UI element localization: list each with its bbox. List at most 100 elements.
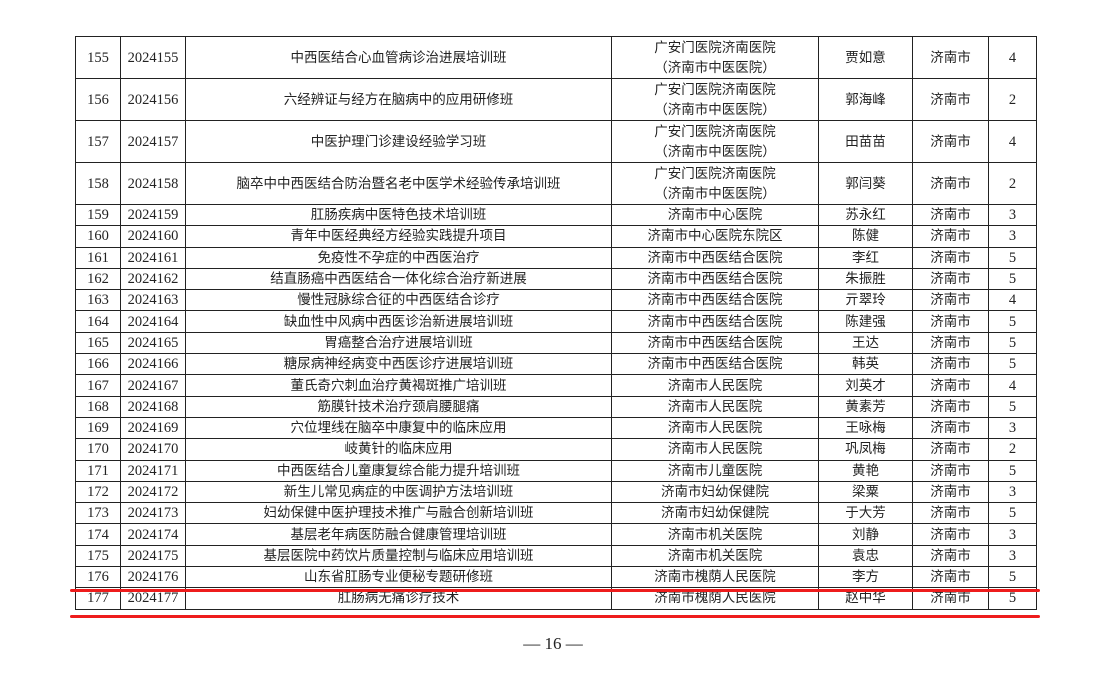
course-code-cell: 2024159 xyxy=(120,203,186,227)
course-name-cell: 董氏奇穴刺血治疗黄褐斑推广培训班 xyxy=(185,374,612,397)
city-cell: 济南市 xyxy=(912,353,989,376)
credits-cell: 5 xyxy=(988,331,1037,355)
leader-cell: 黄素芳 xyxy=(818,395,913,418)
city-cell: 济南市 xyxy=(912,310,989,333)
host-unit-line: 济南市人民医院 xyxy=(667,441,763,458)
city-cell: 济南市 xyxy=(912,395,989,418)
course-name-cell: 糖尿病神经病变中西医诊疗进展培训班 xyxy=(185,353,612,376)
table-row: 158 2024158 脑卒中中西医结合防治暨名老中医学术经验传承培训班 广安门医院济… xyxy=(75,162,1037,205)
course-code-cell: 2024173 xyxy=(120,502,186,525)
host-unit-line: 济南市中西医结合医院 xyxy=(647,292,783,309)
table-row: 157 2024157 中医护理门诊建设经验学习班 广安门医院济南医院 （济南市中医医院… xyxy=(75,120,1037,163)
credits-cell: 5 xyxy=(988,353,1037,376)
table-row: 176 2024176 山东省肛肠专业便秘专题研修班 济南市槐荫人民医院 李方 济南市 5 xyxy=(75,566,1037,589)
credits-cell: 3 xyxy=(988,544,1037,568)
leader-cell: 王达 xyxy=(818,331,913,355)
course-table: 155 2024155 中西医结合心血管病诊治进展培训班 广安门医院济南医院 （济南市中… xyxy=(75,36,1037,610)
leader-cell: 李方 xyxy=(818,566,913,589)
course-code-cell: 2024176 xyxy=(120,566,186,589)
host-unit-cell: 济南市中西医结合医院 xyxy=(611,246,819,269)
course-name-cell: 胃癌整合治疗进展培训班 xyxy=(185,331,612,355)
city-cell: 济南市 xyxy=(912,120,989,163)
course-name-cell: 肛肠疾病中医特色技术培训班 xyxy=(185,203,612,227)
credits-cell: 4 xyxy=(988,289,1037,312)
page-number: — 16 — xyxy=(523,634,583,653)
row-number-cell: 156 xyxy=(75,78,121,121)
course-name-cell: 中西医结合心血管病诊治进展培训班 xyxy=(185,36,612,79)
leader-cell: 郭海峰 xyxy=(818,78,913,121)
table-row: 171 2024171 中西医结合儿童康复综合能力提升培训班 济南市儿童医院 黄艳 济南市… xyxy=(75,459,1037,482)
table-row: 169 2024169 穴位埋线在脑卒中康复中的临床应用 济南市人民医院 王咏梅 济南市 3 xyxy=(75,416,1037,440)
host-unit-cell: 济南市中西医结合医院 xyxy=(611,267,819,291)
host-unit-cell: 济南市槐荫人民医院 xyxy=(611,566,819,589)
city-cell: 济南市 xyxy=(912,374,989,397)
city-cell: 济南市 xyxy=(912,225,989,248)
host-unit-cell: 济南市中心医院 xyxy=(611,203,819,227)
credits-cell: 5 xyxy=(988,459,1037,482)
host-unit-cell: 济南市中心医院东院区 xyxy=(611,225,819,248)
course-code-cell: 2024162 xyxy=(120,267,186,291)
host-unit-line: 济南市儿童医院 xyxy=(667,462,763,479)
city-cell: 济南市 xyxy=(912,438,989,461)
leader-cell: 梁粟 xyxy=(818,480,913,504)
leader-cell: 黄艳 xyxy=(818,459,913,482)
leader-cell: 苏永红 xyxy=(818,203,913,227)
row-number-cell: 168 xyxy=(75,395,121,418)
leader-cell: 王咏梅 xyxy=(818,416,913,440)
city-cell: 济南市 xyxy=(912,203,989,227)
leader-cell: 贾如意 xyxy=(818,36,913,79)
credits-cell: 3 xyxy=(988,480,1037,504)
leader-cell: 亓翠玲 xyxy=(818,289,913,312)
course-name-cell: 结直肠癌中西医结合一体化综合治疗新进展 xyxy=(185,267,612,291)
host-unit-line: 广安门医院济南医院 xyxy=(654,81,776,98)
course-code-cell: 2024174 xyxy=(120,523,186,546)
host-unit-line: 济南市中西医结合医院 xyxy=(647,271,783,288)
city-cell: 济南市 xyxy=(912,523,989,546)
host-unit-line: 济南市槐荫人民医院 xyxy=(654,590,776,607)
host-unit-line: 济南市妇幼保健院 xyxy=(661,484,769,500)
leader-cell: 陈建强 xyxy=(818,310,913,333)
course-code-cell: 2024167 xyxy=(120,374,186,397)
table-row: 159 2024159 肛肠疾病中医特色技术培训班 济南市中心医院 苏永红 济南市 3 xyxy=(75,203,1037,227)
host-unit-line: 济南市机关医院 xyxy=(667,526,763,543)
row-number-cell: 170 xyxy=(75,438,121,461)
host-unit-line: 济南市中心医院 xyxy=(667,207,763,224)
host-unit-cell: 广安门医院济南医院 （济南市中医医院） xyxy=(611,78,819,121)
leader-cell: 袁忠 xyxy=(818,544,913,568)
host-unit-cell: 济南市妇幼保健院 xyxy=(611,480,819,504)
course-name-cell: 慢性冠脉综合征的中西医结合诊疗 xyxy=(185,289,612,312)
course-table-body: 155 2024155 中西医结合心血管病诊治进展培训班 广安门医院济南医院 （济南市中… xyxy=(75,36,1037,610)
row-number-cell: 165 xyxy=(75,331,121,355)
city-cell: 济南市 xyxy=(912,566,989,589)
course-name-cell: 基层医院中药饮片质量控制与临床应用培训班 xyxy=(185,544,612,568)
table-row: 175 2024175 基层医院中药饮片质量控制与临床应用培训班 济南市机关医院 袁忠济… xyxy=(75,544,1037,568)
city-cell: 济南市 xyxy=(912,502,989,525)
course-code-cell: 2024164 xyxy=(120,310,186,333)
course-code-cell: 2024157 xyxy=(120,120,186,163)
table-row: 167 2024167 董氏奇穴刺血治疗黄褐斑推广培训班 济南市人民医院 刘英才 济南市 4 xyxy=(75,374,1037,397)
row-number-cell: 173 xyxy=(75,502,121,525)
course-code-cell: 2024172 xyxy=(120,480,186,504)
credits-cell: 3 xyxy=(988,203,1037,227)
row-number-cell: 161 xyxy=(75,246,121,269)
course-name-cell: 缺血性中风病中西医诊治新进展培训班 xyxy=(185,310,612,333)
credits-cell: 2 xyxy=(988,162,1037,205)
course-name-cell: 六经辨证与经方在脑病中的应用研修班 xyxy=(185,78,612,121)
host-unit-cell: 济南市中西医结合医院 xyxy=(611,353,819,376)
course-name-cell: 新生儿常见病症的中医调护方法培训班 xyxy=(185,480,612,504)
host-unit-line: 济南市人民医院 xyxy=(667,377,763,394)
city-cell: 济南市 xyxy=(912,289,989,312)
credits-cell: 5 xyxy=(988,267,1037,291)
course-name-cell: 妇幼保健中医护理技术推广与融合创新培训班 xyxy=(185,502,612,525)
row-number-cell: 158 xyxy=(75,162,121,205)
credits-cell: 4 xyxy=(988,120,1037,163)
leader-cell: 赵中华 xyxy=(818,587,913,610)
table-row: 155 2024155 中西医结合心血管病诊治进展培训班 广安门医院济南医院 （济南市中… xyxy=(75,36,1037,79)
table-row: 156 2024156 六经辨证与经方在脑病中的应用研修班 广安门医院济南医院 （济南市… xyxy=(75,78,1037,121)
city-cell: 济南市 xyxy=(912,416,989,440)
leader-cell: 陈健 xyxy=(818,225,913,248)
leader-cell: 田苗苗 xyxy=(818,120,913,163)
credits-cell: 3 xyxy=(988,225,1037,248)
course-name-cell: 穴位埋线在脑卒中康复中的临床应用 xyxy=(185,416,612,440)
host-unit-line: 济南市人民医院 xyxy=(667,398,763,415)
